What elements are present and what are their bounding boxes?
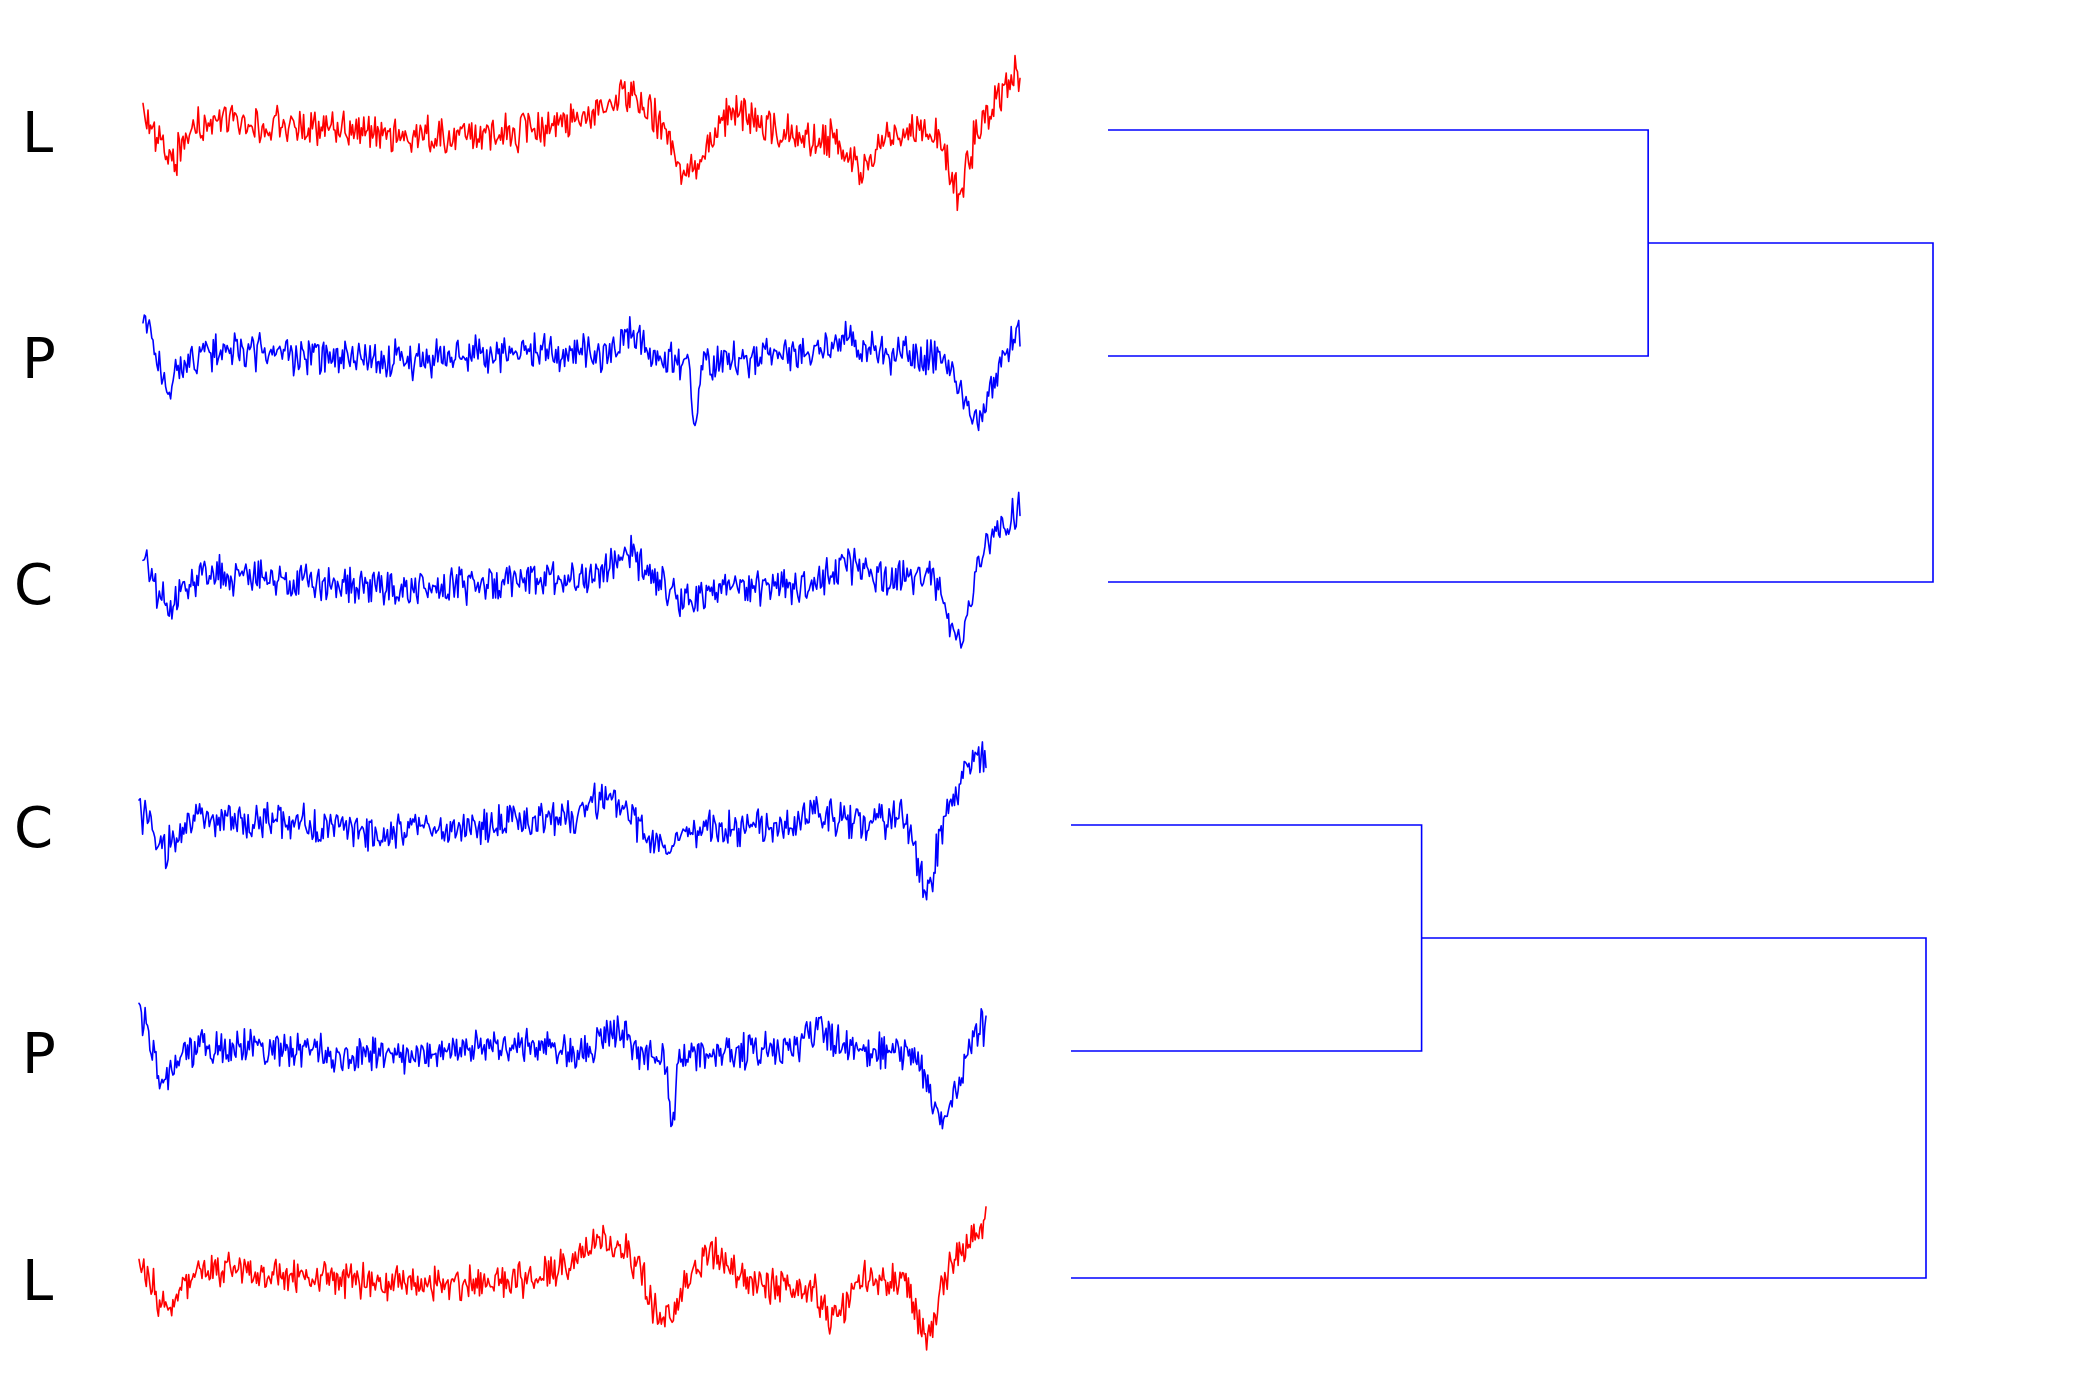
dendrogram-link-bottom-outer <box>1071 937 1927 1279</box>
row-label-bottom-1: C <box>14 796 53 861</box>
time-series-trace-top-2 <box>142 314 1021 432</box>
row-label-bottom-3: L <box>22 1249 53 1314</box>
dendrogram-link-top-outer <box>1108 242 1934 583</box>
time-series-trace-top-1 <box>142 54 1021 212</box>
group-bottom: C P L <box>14 741 1927 1351</box>
row-label-bottom-2: P <box>22 1022 56 1087</box>
time-series-trace-top-3 <box>142 491 1021 649</box>
row-label-top-2: P <box>22 327 56 392</box>
row-label-top-3: C <box>14 553 53 618</box>
time-series-trace-bottom-3 <box>138 1206 987 1351</box>
row-label-top-1: L <box>22 101 53 166</box>
time-series-trace-bottom-2 <box>138 1002 987 1130</box>
group-top: L P C <box>14 54 1934 649</box>
time-series-trace-bottom-1 <box>138 741 987 901</box>
